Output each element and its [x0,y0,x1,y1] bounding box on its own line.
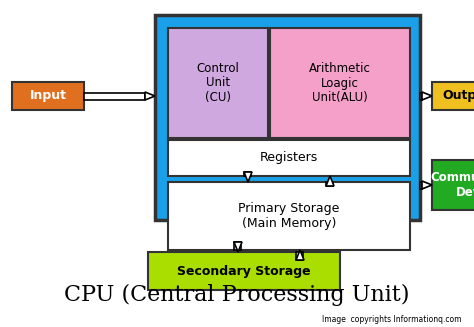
Polygon shape [422,92,432,100]
Polygon shape [326,176,334,186]
Text: Communication
Devices: Communication Devices [431,171,474,199]
Bar [432,82,474,110]
Bar [420,181,422,188]
Text: Output: Output [443,90,474,102]
Bar [420,93,422,99]
Text: Arithmetic
Loagic
Unit(ALU): Arithmetic Loagic Unit(ALU) [309,61,371,105]
Text: Registers: Registers [260,151,318,164]
Bar [12,82,84,110]
Text: Primary Storage
(Main Memory): Primary Storage (Main Memory) [238,202,340,230]
Text: Control
Unit
(CU): Control Unit (CU) [197,61,239,105]
Text: CPU (Central Processing Unit): CPU (Central Processing Unit) [64,284,410,306]
Bar [297,252,303,260]
Text: Secondary Storage: Secondary Storage [177,265,311,278]
Polygon shape [234,242,242,252]
Bar [148,252,340,290]
Bar [155,15,420,220]
Bar [168,28,268,138]
Bar [84,93,145,99]
Bar [270,28,410,138]
Text: Input: Input [29,90,66,102]
Bar [235,242,241,250]
Bar [432,160,474,210]
Bar [245,172,252,176]
Bar [168,140,410,176]
Bar [327,182,334,186]
Polygon shape [244,172,252,182]
Polygon shape [145,92,155,100]
Text: Image  copyrights Informationq.com: Image copyrights Informationq.com [322,316,462,324]
Polygon shape [422,181,432,189]
Polygon shape [296,250,304,260]
Bar [168,182,410,250]
